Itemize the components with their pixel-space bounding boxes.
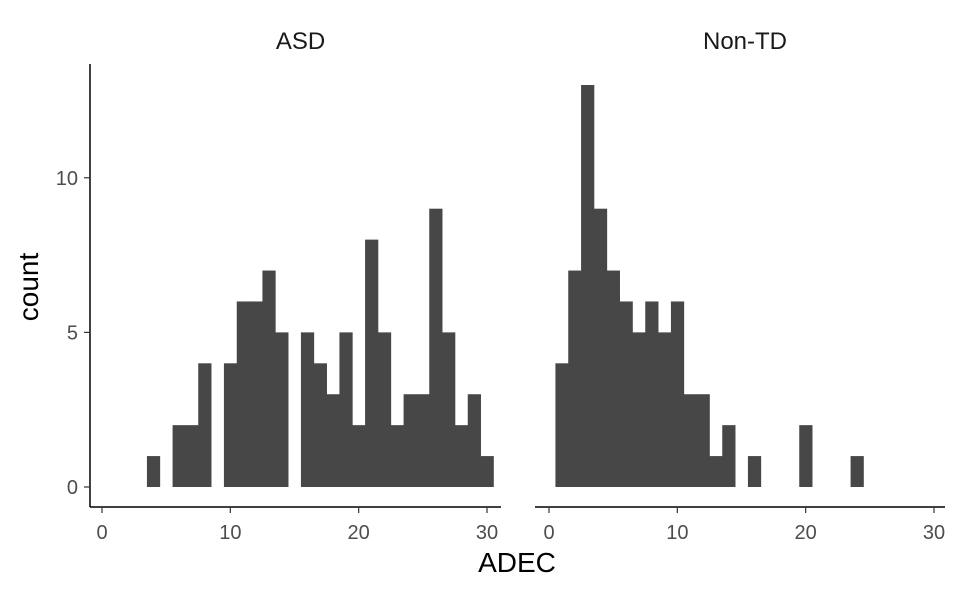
histogram-bar bbox=[146, 456, 161, 487]
histogram-bar bbox=[645, 301, 659, 487]
histogram-bar bbox=[619, 301, 633, 487]
histogram-bar bbox=[696, 394, 710, 487]
histogram-bar bbox=[377, 332, 392, 487]
histogram-bar bbox=[172, 425, 186, 487]
x-axis-title: ADEC bbox=[478, 547, 556, 578]
panels-layer: ASD 0 10 20 30 Non-TD 0 10 20 30 bbox=[90, 28, 945, 544]
x-tick-label: 20 bbox=[348, 522, 370, 544]
histogram-bar bbox=[198, 363, 212, 487]
histogram-bar bbox=[722, 425, 736, 487]
x-tick-label: 20 bbox=[795, 522, 817, 544]
histogram-bar bbox=[850, 456, 864, 487]
histogram-bar bbox=[300, 332, 315, 487]
histogram-bar bbox=[365, 239, 379, 487]
panel-title: ASD bbox=[276, 28, 325, 55]
histogram-bar bbox=[223, 363, 238, 487]
histogram-bar bbox=[555, 363, 569, 487]
panel-asd: ASD 0 10 20 30 bbox=[90, 28, 501, 544]
histogram-bar bbox=[275, 332, 289, 487]
y-tick-label: 5 bbox=[67, 322, 78, 344]
histogram-bar bbox=[670, 301, 685, 487]
panel-non-td: Non-TD 0 10 20 30 bbox=[535, 28, 945, 544]
histogram-bar bbox=[606, 270, 620, 487]
histogram-bar bbox=[403, 394, 417, 487]
histogram-bar bbox=[313, 363, 327, 487]
histogram-bar bbox=[390, 425, 404, 487]
y-tick-label: 0 bbox=[67, 477, 78, 499]
x-tick-label: 10 bbox=[666, 522, 688, 544]
x-tick-label: 30 bbox=[923, 522, 945, 544]
histogram-bar bbox=[658, 332, 672, 487]
histogram-bar bbox=[454, 425, 469, 487]
histogram-bar bbox=[416, 394, 430, 487]
histogram-bar bbox=[326, 394, 340, 487]
x-tick-label: 0 bbox=[96, 522, 107, 544]
histogram-bar bbox=[632, 332, 646, 487]
y-axis-title: count bbox=[13, 253, 44, 322]
histogram-bar bbox=[467, 394, 481, 487]
x-tick-label: 10 bbox=[219, 522, 241, 544]
histogram-bar bbox=[480, 456, 494, 487]
x-tick-label: 0 bbox=[543, 522, 554, 544]
histogram-bar bbox=[683, 394, 697, 487]
histogram-bar bbox=[709, 456, 723, 487]
histogram-bar bbox=[442, 332, 456, 487]
histogram-bar bbox=[593, 208, 608, 487]
panel-title: Non-TD bbox=[703, 28, 787, 55]
histogram-bar bbox=[568, 270, 582, 487]
y-tick-label: 10 bbox=[56, 168, 78, 190]
x-tick-label: 30 bbox=[476, 522, 498, 544]
y-axis: 0 5 10 bbox=[56, 64, 91, 507]
histogram-bar bbox=[185, 425, 199, 487]
histogram-bar bbox=[352, 425, 366, 487]
histogram-bar bbox=[747, 456, 762, 487]
histogram-bar bbox=[581, 85, 595, 487]
histogram-bar bbox=[236, 301, 250, 487]
histogram-bar bbox=[429, 208, 443, 487]
histogram-bar bbox=[249, 301, 263, 487]
histogram-bar bbox=[339, 332, 353, 487]
histogram-bar bbox=[799, 425, 813, 487]
histogram-bar bbox=[262, 270, 276, 487]
